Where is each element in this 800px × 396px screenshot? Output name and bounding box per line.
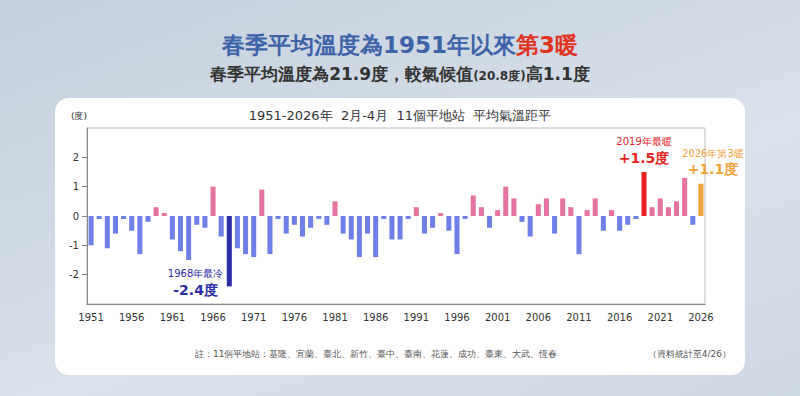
svg-text:1968年最冷: 1968年最冷 xyxy=(168,268,223,279)
html-text:春季平均溫度為1951年以來第3暖: 春季平均溫度為1951年以來第3暖 xyxy=(222,32,578,58)
svg-text:1981: 1981 xyxy=(322,312,347,323)
html-text:（資料統計至4/26）: （資料統計至4/26） xyxy=(647,349,731,359)
svg-text:2026: 2026 xyxy=(688,312,713,323)
svg-text:1961: 1961 xyxy=(160,312,185,323)
svg-text:1971: 1971 xyxy=(241,312,266,323)
svg-text:-2.4度: -2.4度 xyxy=(173,282,218,298)
html-text:註：11個平地站：基隆、宜蘭、臺北、新竹、臺中、臺南、花蓮、: 註：11個平地站：基隆、宜蘭、臺北、新竹、臺中、臺南、花蓮、成功、臺東、大武、恆… xyxy=(195,349,558,359)
svg-text:2016: 2016 xyxy=(607,312,632,323)
svg-text:+1.1度: +1.1度 xyxy=(688,161,739,177)
svg-text:1951: 1951 xyxy=(78,312,103,323)
svg-text:1966: 1966 xyxy=(200,312,225,323)
svg-text:2026年第3暖: 2026年第3暖 xyxy=(682,148,744,159)
html-text:春季平均溫度為21.9度，較氣候值(20.8度)高1.1度: 春季平均溫度為21.9度，較氣候值(20.8度)高1.1度 xyxy=(210,64,590,84)
svg-text:(度): (度) xyxy=(71,111,87,121)
svg-text:1991: 1991 xyxy=(404,312,429,323)
svg-text:-2: -2 xyxy=(69,269,79,280)
svg-text:1976: 1976 xyxy=(282,312,307,323)
svg-text:1951-2026年 2月-4月 11個平地站 平均氣: 1951-2026年 2月-4月 11個平地站 平均氣溫距平 xyxy=(249,108,551,123)
svg-text:1986: 1986 xyxy=(363,312,388,323)
svg-text:2001: 2001 xyxy=(485,312,510,323)
svg-text:2011: 2011 xyxy=(566,312,591,323)
svg-text:2021: 2021 xyxy=(648,312,673,323)
svg-text:+1.5度: +1.5度 xyxy=(619,150,670,166)
svg-text:1: 1 xyxy=(73,181,79,192)
svg-text:2006: 2006 xyxy=(526,312,551,323)
svg-text:0: 0 xyxy=(73,211,79,222)
svg-text:2019年最暖: 2019年最暖 xyxy=(616,136,671,147)
svg-text:1956: 1956 xyxy=(119,312,144,323)
svg-text:1996: 1996 xyxy=(444,312,469,323)
svg-text:-1: -1 xyxy=(69,240,79,251)
svg-text:2: 2 xyxy=(73,152,79,163)
